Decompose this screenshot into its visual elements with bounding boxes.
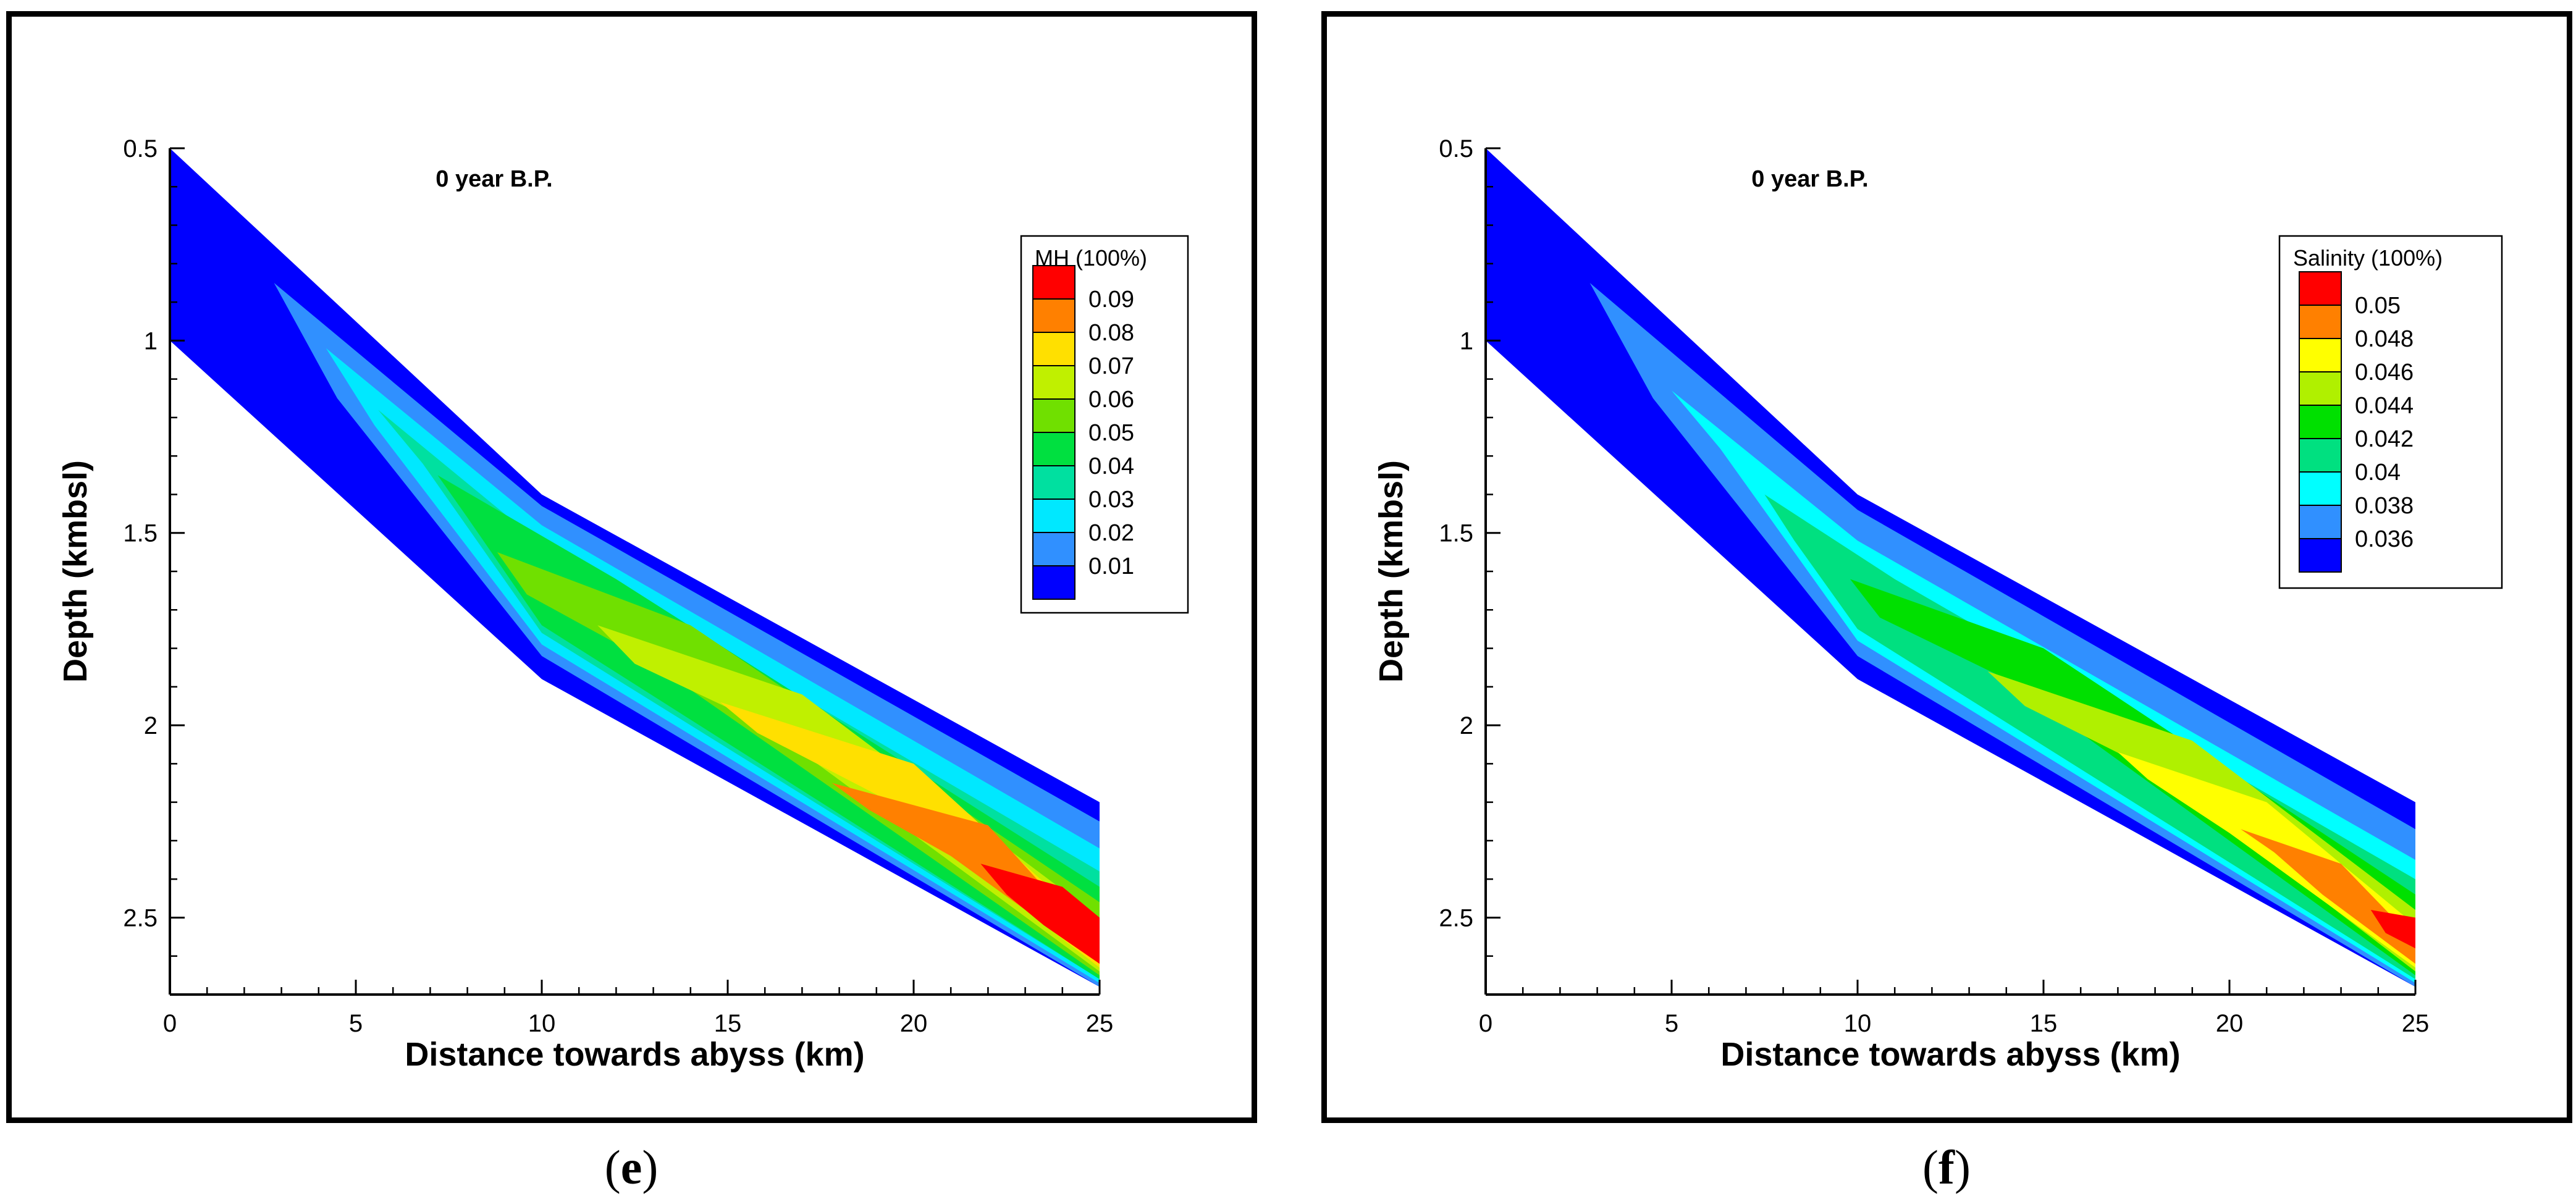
- chart-title: 0 year B.P.: [1751, 166, 1868, 192]
- legend-swatch: [2299, 471, 2342, 506]
- legend-swatch: [2299, 405, 2342, 439]
- legend-level-label: 0.02: [1088, 520, 1134, 546]
- legend-swatch: [2299, 371, 2342, 406]
- x-tick-label: 20: [2216, 1010, 2244, 1037]
- legend-level-label: 0.036: [2355, 526, 2414, 552]
- panel-e-label: e: [620, 1140, 642, 1194]
- legend-swatch: [2299, 305, 2342, 339]
- x-tick-label: 20: [900, 1010, 928, 1037]
- legend-swatch: [1032, 499, 1075, 533]
- x-tick-label: 5: [349, 1010, 363, 1037]
- chart-panel-e: 0 5 10 15 20 25 0.5 1 1.5 2 2.5 Distance towards ab…: [57, 135, 1189, 1073]
- chart-title: 0 year B.P.: [436, 166, 552, 192]
- contour-band-7: [2241, 829, 2415, 964]
- x-tick-label: 25: [2402, 1010, 2430, 1037]
- legend-level-label: 0.044: [2355, 393, 2414, 419]
- y-axis-label: Depth (kmbsl): [1373, 460, 1410, 683]
- legend-level-label: 0.042: [2355, 426, 2414, 452]
- legend-level-label: 0.08: [1088, 320, 1134, 346]
- legend-swatch: [1032, 398, 1075, 433]
- legend-swatch: [1032, 265, 1075, 300]
- legend-swatch: [2299, 338, 2342, 372]
- x-axis-label: Distance towards abyss (km): [405, 1036, 864, 1073]
- legend-swatch: [1032, 332, 1075, 366]
- contour-band-8: [831, 783, 1100, 964]
- legend-level-label: 0.05: [1088, 420, 1134, 446]
- y-tick-label: 0.5: [123, 135, 158, 162]
- legend-swatch: [1032, 565, 1075, 600]
- legend-swatch: [1032, 298, 1075, 333]
- contour-band-9: [980, 864, 1100, 964]
- contour-band-5: [1987, 671, 2415, 972]
- panel-f-caption: (f): [1922, 1140, 1971, 1194]
- y-tick-label: 2: [1460, 712, 1473, 739]
- y-tick-label: 2: [144, 712, 158, 739]
- y-tick-label: 1: [1460, 327, 1473, 355]
- x-tick-label: 25: [1086, 1010, 1114, 1037]
- legend-level-label: 0.038: [2355, 493, 2414, 519]
- y-tick-label: 0.5: [1439, 135, 1473, 162]
- legend-level-label: 0.09: [1088, 287, 1134, 313]
- legend-level-label: 0.04: [2355, 460, 2401, 486]
- contour-bands: [274, 283, 1100, 987]
- legend-swatch: [1032, 532, 1075, 566]
- panel-f-label: f: [1938, 1140, 1955, 1194]
- legend-swatch: [1032, 432, 1075, 466]
- x-tick-label: 10: [1844, 1010, 1872, 1037]
- x-tick-label: 5: [1665, 1010, 1678, 1037]
- contour-band-6: [2118, 752, 2415, 968]
- legend-title: Salinity (100%): [2293, 245, 2443, 271]
- legend-level-label: 0.048: [2355, 326, 2414, 352]
- y-tick-label: 1.5: [123, 520, 158, 547]
- contour-band-8: [2370, 910, 2415, 949]
- x-tick-label: 10: [528, 1010, 556, 1037]
- contour-bands: [1589, 283, 2415, 987]
- y-axis-label: Depth (kmbsl): [57, 460, 94, 683]
- y-tick-label: 1: [144, 327, 158, 355]
- y-tick-label: 1.5: [1439, 520, 1473, 547]
- legend-level-label: 0.046: [2355, 360, 2414, 385]
- x-axis-label: Distance towards abyss (km): [1720, 1036, 2180, 1073]
- panel-e-caption: (e): [604, 1140, 659, 1194]
- legend-level-label: 0.05: [2355, 293, 2401, 319]
- legend-swatch: [1032, 365, 1075, 400]
- legend: Salinity (100%) 0.05 0.048 0.046 0.044 0.042 0…: [2278, 235, 2503, 589]
- chart-panel-f: 0 5 10 15 20 25 0.5 1 1.5 2 2.5 Distance towards ab…: [1373, 135, 2503, 1073]
- legend-level-label: 0.07: [1088, 353, 1134, 379]
- contour-band-4: [1850, 579, 2415, 975]
- y-tick-label: 2.5: [1439, 904, 1473, 932]
- legend-level-label: 0.03: [1088, 487, 1134, 513]
- contour-band-7: [720, 702, 1100, 968]
- x-tick-label: 0: [1479, 1010, 1492, 1037]
- legend-swatch: [2299, 505, 2342, 539]
- legend-swatch: [2299, 538, 2342, 573]
- legend-swatch: [1032, 465, 1075, 500]
- y-tick-label: 2.5: [123, 904, 158, 932]
- legend-level-label: 0.01: [1088, 553, 1134, 579]
- legend-level-label: 0.06: [1088, 387, 1134, 413]
- legend-level-label: 0.04: [1088, 453, 1134, 479]
- x-tick-label: 0: [163, 1010, 177, 1037]
- legend-swatch: [2299, 438, 2342, 473]
- contour-band-6: [597, 625, 1100, 972]
- x-tick-label: 15: [714, 1010, 742, 1037]
- legend-swatch: [2299, 271, 2342, 306]
- legend: MH (100%)0.090.080.070.060.050.040.030.0…: [1020, 235, 1189, 614]
- x-tick-label: 15: [2030, 1010, 2058, 1037]
